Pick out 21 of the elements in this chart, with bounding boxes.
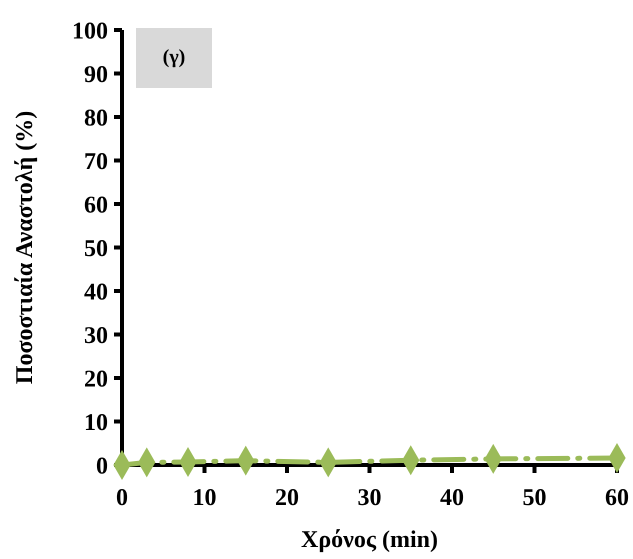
annotation: (γ) xyxy=(162,46,186,68)
y-tick-label: 80 xyxy=(84,105,108,132)
x-tick-label: 50 xyxy=(522,485,546,511)
y-tick-label: 70 xyxy=(84,148,108,175)
x-tick-label: 40 xyxy=(440,485,464,511)
y-tick-label: 0 xyxy=(96,453,108,480)
x-tick-label: 20 xyxy=(275,485,299,511)
x-tick-label: 10 xyxy=(192,485,216,511)
y-tick-label: 60 xyxy=(84,192,108,218)
y-tick-label: 20 xyxy=(84,366,108,392)
x-axis-title: Χρόνος (min) xyxy=(300,527,438,553)
y-tick-label: 30 xyxy=(84,322,108,349)
y-axis-title: Ποσοστιαία Αναστολή (%) xyxy=(12,110,38,384)
y-tick-label: 40 xyxy=(84,279,108,306)
y-tick-label: 10 xyxy=(84,410,108,436)
y-tick-label: 50 xyxy=(84,236,108,262)
x-tick-label: 30 xyxy=(358,485,382,511)
y-tick-label: 90 xyxy=(84,62,108,88)
x-tick-label: 60 xyxy=(605,485,629,511)
y-tick-label: 100 xyxy=(72,18,108,44)
x-tick-label: 0 xyxy=(116,485,128,511)
